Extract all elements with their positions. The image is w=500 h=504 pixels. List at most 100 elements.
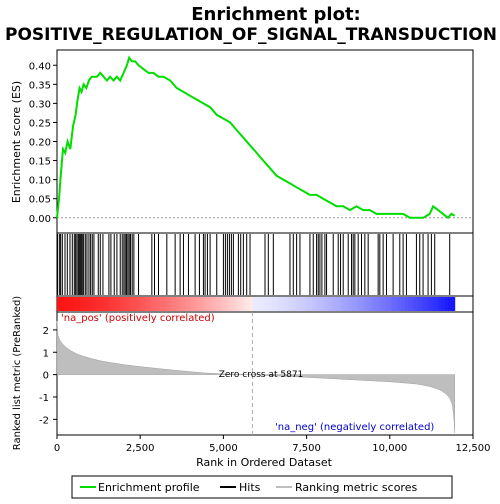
heatbar-segment	[93, 297, 97, 311]
x-axis-label: Rank in Ordered Dataset	[196, 456, 333, 469]
heatbar-segment	[243, 297, 247, 311]
heatbar-segment	[352, 297, 356, 311]
heatbar-segment	[302, 297, 306, 311]
heatbar-segment	[392, 297, 396, 311]
heatbar-segment	[97, 297, 101, 311]
es-y-tick-label: 0.30	[29, 99, 51, 110]
heatbar-segment	[425, 297, 429, 311]
heatbar-segment	[296, 297, 300, 311]
heatbar-segment	[103, 297, 107, 311]
heatbar-segment	[216, 297, 220, 311]
heatbar-segment	[190, 297, 194, 311]
pos-label: 'na_pos' (positively correlated)	[61, 313, 215, 324]
heatbar-segment	[236, 297, 240, 311]
heatbar-segment	[422, 297, 426, 311]
heatbar-segment	[117, 297, 121, 311]
heatbar-segment	[143, 297, 147, 311]
heatbar-segment	[355, 297, 359, 311]
heatbar-segment	[239, 297, 243, 311]
heatbar-segment	[405, 297, 409, 311]
heatbar-segment	[163, 297, 167, 311]
es-y-tick-label: 0.20	[29, 138, 51, 149]
neg-label: 'na_neg' (negatively correlated)	[275, 422, 434, 433]
heatbar-segment	[137, 297, 141, 311]
enrichment-profile-path	[57, 58, 455, 218]
heatbar-segment	[276, 297, 280, 311]
heatbar-segment	[325, 297, 329, 311]
heatbar-segment	[130, 297, 134, 311]
zero-cross-label: Zero cross at 5871	[219, 370, 304, 380]
heatbar-segment	[110, 297, 114, 311]
heatbar-segment	[80, 297, 84, 311]
metric-y-tick-label: 0	[43, 371, 49, 382]
hits-markers	[58, 234, 450, 295]
heatbar-segment	[395, 297, 399, 311]
heatbar-segment	[259, 297, 263, 311]
heatbar-segment	[246, 297, 250, 311]
heatbar-segment	[249, 297, 253, 311]
heatbar-segment	[156, 297, 160, 311]
heatbar-segment	[299, 297, 303, 311]
heatbar-segment	[219, 297, 223, 311]
heatbar-segment	[272, 297, 276, 311]
chart-title: Enrichment plot:	[191, 4, 361, 25]
heatbar-segment	[312, 297, 316, 311]
heatbar-segment	[292, 297, 296, 311]
heatbar-segment	[451, 297, 455, 311]
heatbar-segment	[206, 297, 210, 311]
heatbar-segment	[306, 297, 310, 311]
legend-label-metric: Ranking metric scores	[295, 481, 417, 494]
es-y-tick-label: 0.25	[29, 118, 51, 129]
heatbar-segment	[74, 297, 78, 311]
heatbar-segment	[286, 297, 290, 311]
heatbar-segment	[385, 297, 389, 311]
es-y-tick-label: 0.10	[29, 176, 51, 187]
heatbar-segment	[186, 297, 190, 311]
heatbar-segment	[378, 297, 382, 311]
heatbar-segment	[120, 297, 124, 311]
heatbar-segment	[123, 297, 127, 311]
es-y-tick-label: 0.00	[29, 214, 51, 225]
heatbar-segment	[369, 297, 373, 311]
x-tick-label: 2,500	[126, 443, 155, 454]
heatbar-segment	[382, 297, 386, 311]
heatbar-segment	[428, 297, 432, 311]
heatbar-segment	[176, 297, 180, 311]
heatbar-segment	[418, 297, 422, 311]
heatbar-segment	[282, 297, 286, 311]
metric-y-tick-label: 2	[43, 326, 49, 337]
heatbar-segment	[362, 297, 366, 311]
heatbar-segment	[100, 297, 104, 311]
metric-y-axis: 210-1-2	[39, 326, 57, 426]
heatbar-segment	[266, 297, 270, 311]
heatbar-segment	[269, 297, 273, 311]
legend: Enrichment profile Hits Ranking metric s…	[72, 476, 452, 498]
x-tick-label: 7,500	[292, 443, 321, 454]
x-tick-label: 0	[54, 443, 60, 454]
heatbar-segment	[209, 297, 213, 311]
heatbar-segment	[408, 297, 412, 311]
heatbar-segment	[365, 297, 369, 311]
heatbar-segment	[388, 297, 392, 311]
es-y-axis: 0.00 0.05 0.10 0.15 0.20 0.25 0.30 0.35 0.40	[29, 61, 57, 225]
heatbar-segment	[335, 297, 339, 311]
heatbar-segment	[226, 297, 230, 311]
heatbar-segment	[332, 297, 336, 311]
es-y-axis-label: Enrichment score (ES)	[10, 81, 23, 203]
x-tick-label: 12,500	[456, 443, 491, 454]
es-y-tick-label: 0.05	[29, 195, 51, 206]
heatbar-segment	[229, 297, 233, 311]
heatbar-segment	[133, 297, 137, 311]
heatbar-segment	[448, 297, 452, 311]
rank-heatbar	[57, 297, 455, 311]
heatbar-segment	[339, 297, 343, 311]
heatbar-segment	[183, 297, 187, 311]
heatbar-segment	[113, 297, 117, 311]
metric-y-axis-label: Ranked list metric (PreRanked)	[12, 296, 23, 450]
heatbar-segment	[166, 297, 170, 311]
heatbar-segment	[64, 297, 68, 311]
heatbar-segment	[322, 297, 326, 311]
heatbar-segment	[173, 297, 177, 311]
heatbar-segment	[196, 297, 200, 311]
